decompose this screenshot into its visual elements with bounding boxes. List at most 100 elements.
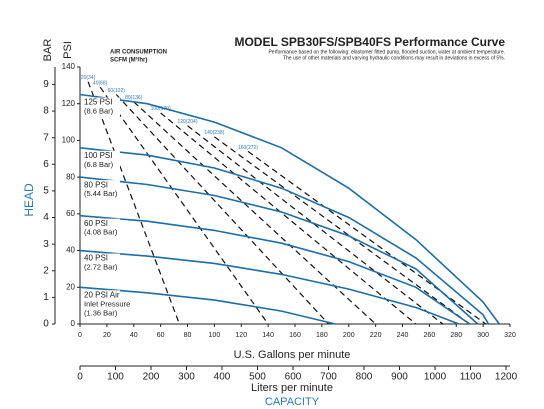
x2-tick-label: 1200 [495,372,518,383]
curve-sublabel: (1.36 Bar) [84,308,118,317]
y2-tick-label: 1 [43,292,49,303]
y2-tick-label: 8 [43,106,49,117]
air-line [133,101,377,325]
x2-label: Liters per minute [251,382,333,394]
y2-tick-label: 3 [43,239,49,250]
x-label: U.S. Gallons per minute [234,349,351,361]
head-label: HEAD [22,183,36,217]
air-line [87,81,180,325]
y2-label: BAR [42,39,54,62]
x2-tick-label: 400 [214,372,231,383]
pressure-curve [79,93,500,325]
y2-tick-label: 9 [43,79,49,90]
x-tick-label: 20 [103,332,111,339]
x2-tick-label: 100 [107,372,124,383]
x-tick-label: 320 [504,332,516,339]
air-line [115,94,330,325]
y-tick-label: 140 [62,62,76,71]
y-tick-label: 100 [62,136,76,145]
x2-tick-label: 700 [320,372,337,383]
air-line-label: 80(136) [125,95,143,101]
x-tick-label: 200 [343,332,355,339]
air-line-label: 100(170) [151,106,171,112]
x2-tick-label: 600 [285,372,302,383]
label-bg [82,97,120,117]
label-bg [82,218,120,238]
y-tick-label: 60 [66,209,75,218]
y-tick-label: 20 [66,282,75,291]
chart-subtitle: Performance based on the following: elas… [268,49,505,55]
x2-tick-label: 1100 [460,372,482,383]
x-tick-label: 280 [450,332,462,339]
x-tick-label: 0 [78,332,82,339]
pressure-curve [79,249,460,325]
air-title: AIR CONSUMPTION [110,50,167,56]
air-line [99,86,269,325]
x-tick-label: 260 [424,332,436,339]
y2-tick-label: 0 [43,319,49,330]
pressure-curve [79,214,471,325]
x2-tick-label: 0 [77,372,83,383]
curve-label: 80 PSI [84,180,108,189]
curve-label: 125 PSI [84,98,112,107]
y-tick-label: 0 [71,319,76,328]
curve-label: 40 PSI [84,254,108,263]
x2-tick-label: 300 [178,372,195,383]
x-tick-label: 100 [209,332,221,339]
x-tick-label: 80 [184,332,192,339]
curve-sublabel: (5.44 Bar) [84,189,118,198]
capacity-label: CAPACITY [265,396,320,408]
air-line-label: 60(102) [108,88,126,94]
x-tick-label: 60 [157,332,165,339]
x-tick-label: 300 [477,332,489,339]
y2-tick-label: 2 [43,265,49,276]
curve-label: 20 PSI Air [84,290,120,299]
y2-tick-label: 4 [43,212,49,223]
y-tick-label: 120 [62,99,76,108]
curve-sublabel: (6.8 Bar) [84,160,114,169]
x-tick-label: 40 [130,332,138,339]
y2-tick-label: 7 [43,132,49,143]
air-line-label: 160(272) [238,145,258,151]
y2-tick-label: 6 [43,159,49,170]
pressure-curve [79,176,479,325]
x2-tick-label: 500 [249,372,266,383]
x-tick-label: 240 [397,332,409,339]
curve-label: 60 PSI [84,219,108,228]
air-line-label: 140(238) [204,130,224,136]
air-line [247,150,487,325]
pressure-curve [79,286,336,325]
air-line [187,125,444,325]
x-tick-label: 140 [262,332,274,339]
x2-tick-label: 900 [391,372,408,383]
x-tick-label: 120 [235,332,247,339]
x-tick-label: 160 [289,332,301,339]
label-bg [82,150,120,170]
air-line-label: 120(204) [177,119,197,125]
x2-tick-label: 200 [143,372,160,383]
air-title: SCFM (M³/hr) [110,57,147,64]
label-bg [82,180,120,200]
air-line [214,136,471,325]
y-tick-label: 40 [66,246,75,255]
curve-sublabel: (8.6 Bar) [84,107,114,116]
curve-sublabel: Inlet Pressure [84,299,130,308]
pressure-curve [79,147,490,325]
curve-label: 100 PSI [84,151,112,160]
chart-subtitle: The use of other materials and varying h… [283,55,505,61]
air-line-label: 20(34) [81,75,96,81]
chart-title: MODEL SPB30FS/SPB40FS Performance Curve [234,35,505,49]
x-tick-label: 220 [370,332,382,339]
label-bg [82,290,120,319]
x2-tick-label: 800 [356,372,373,383]
air-line-label: 40(68) [93,81,108,87]
x-tick-label: 180 [316,332,328,339]
y-tick-label: 80 [66,172,75,181]
air-line [160,112,417,325]
y2-tick-label: 5 [43,186,49,197]
y-label: PSI [62,41,74,59]
curve-sublabel: (2.72 Bar) [84,263,118,272]
curve-sublabel: (4.08 Bar) [84,228,118,237]
label-bg [82,253,120,273]
